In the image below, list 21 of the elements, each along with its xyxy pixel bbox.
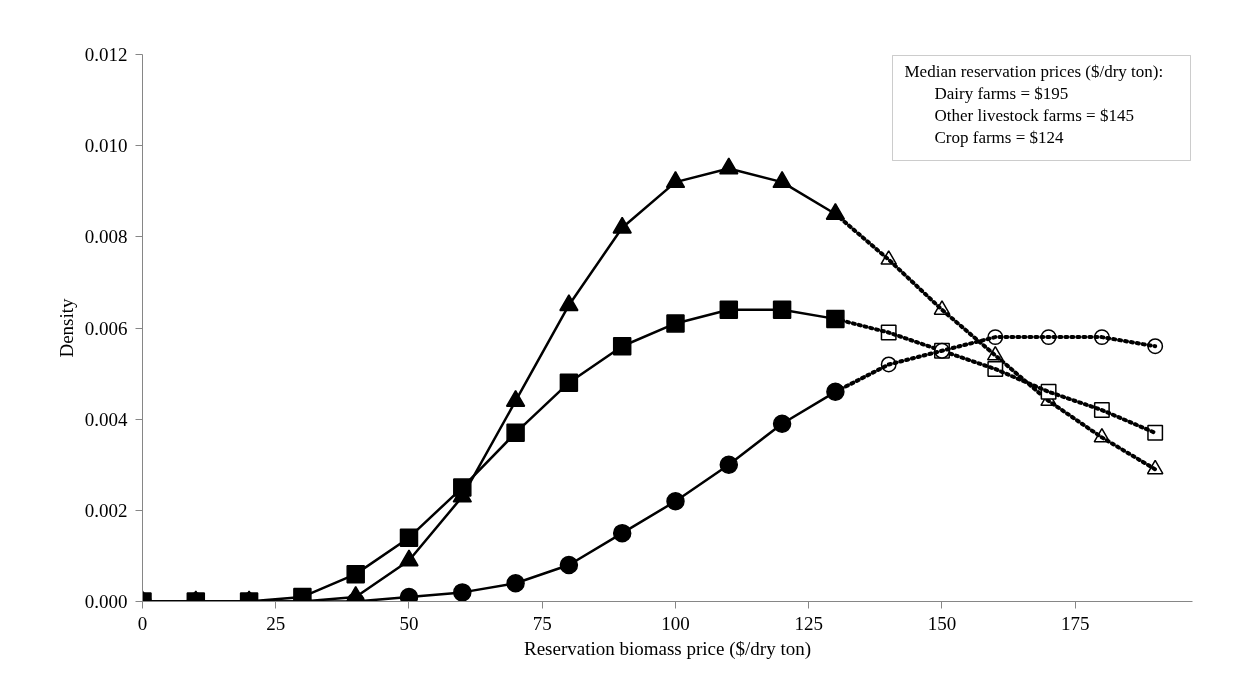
x-tick-label: 0 — [137, 612, 148, 634]
annotation: Other livestock farms = $145 — [934, 105, 1134, 125]
annotation: Dairy farms = $195 — [934, 83, 1069, 103]
x-tick-label: 50 — [399, 612, 419, 634]
x-tick-label: 125 — [794, 612, 823, 634]
x-tick-label: 100 — [661, 612, 690, 634]
y-tick-label: 0.012 — [84, 44, 128, 65]
y-axis-title: Density — [55, 297, 77, 358]
x-tick-label: 25 — [266, 612, 286, 634]
y-tick-label: 0.008 — [84, 226, 128, 248]
annotation: Median reservation prices ($/dry ton): — [904, 61, 1164, 81]
annotation: Crop farms = $124 — [934, 127, 1065, 147]
x-tick-label: 150 — [927, 612, 957, 634]
y-tick-label: 0.004 — [84, 408, 128, 430]
y-tick-label: 0.006 — [84, 317, 128, 339]
y-tick-label: 0.000 — [84, 591, 128, 612]
y-tick-label: 0.010 — [84, 135, 128, 157]
x-tick-label: 75 — [532, 612, 552, 634]
x-axis-title: Reservation biomass price ($/dry ton) — [523, 637, 812, 660]
x-tick-label: 175 — [1060, 612, 1090, 634]
y-tick-label: 0.002 — [84, 499, 128, 521]
